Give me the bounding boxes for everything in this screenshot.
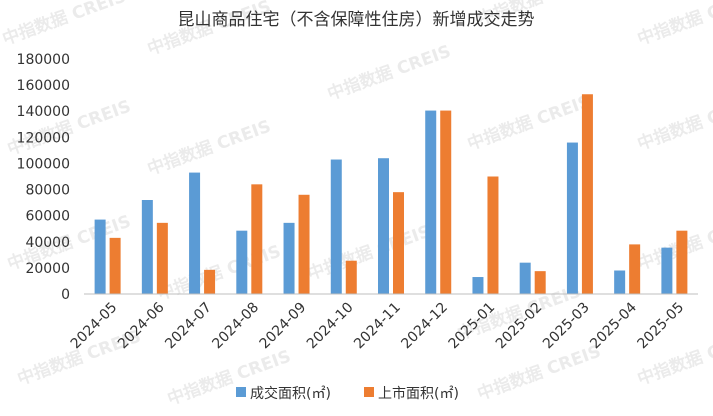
bar-transaction-area <box>141 200 153 294</box>
bar-listed-area <box>487 176 499 294</box>
x-tick-label: 2025-05 <box>635 300 688 353</box>
bar-transaction-area <box>330 159 342 294</box>
bar-listed-area <box>251 184 263 294</box>
y-tick-label: 140000 <box>17 104 70 120</box>
watermark-text: 中指数据 CREIS <box>475 341 604 405</box>
legend: 成交面积(㎡) 上市面积(㎡) <box>236 385 459 402</box>
bar-listed-area <box>109 237 121 294</box>
bar-listed-area <box>156 222 168 294</box>
bar-transaction-area <box>614 270 626 294</box>
bar-listed-area <box>440 110 452 294</box>
bar-transaction-area <box>378 158 389 294</box>
bar-listed-area <box>534 271 546 294</box>
watermark-text: 中指数据 CREIS <box>635 0 713 50</box>
y-tick-label: 180000 <box>17 52 70 68</box>
legend-swatch <box>364 387 374 397</box>
watermark-text: 中指数据 CREIS <box>325 41 454 105</box>
bar-transaction-area <box>283 222 295 294</box>
x-tick-label: 2024-09 <box>257 300 310 353</box>
x-tick-label: 2024-12 <box>398 300 451 353</box>
watermark-text: 中指数据 CREIS <box>305 221 434 285</box>
bar-transaction-area <box>94 219 106 294</box>
legend-label: 上市面积(㎡) <box>378 385 459 402</box>
watermark-text: 中指数据 CREIS <box>635 91 713 155</box>
legend-label: 成交面积(㎡) <box>250 385 331 402</box>
y-tick-label: 0 <box>61 287 70 303</box>
x-tick-label: 2024-07 <box>162 300 215 353</box>
y-tick-label: 100000 <box>17 156 70 172</box>
bar-listed-area <box>581 94 593 294</box>
bar-listed-area <box>345 260 357 294</box>
bar-transaction-area <box>566 142 578 294</box>
x-tick-label: 2025-04 <box>587 299 640 352</box>
y-tick-label: 40000 <box>25 235 70 251</box>
y-tick-label: 80000 <box>25 183 70 199</box>
bars <box>94 94 688 294</box>
watermark-text: 中指数据 CREIS <box>0 0 129 50</box>
bar-listed-area <box>393 192 404 294</box>
x-tick-label: 2024-10 <box>304 300 357 353</box>
y-tick-label: 160000 <box>17 78 70 94</box>
bar-listed-area <box>629 244 641 294</box>
y-tick-label: 20000 <box>25 261 70 277</box>
bar-transaction-area <box>519 262 531 294</box>
bar-listed-area <box>676 230 688 294</box>
bar-transaction-area <box>189 172 201 294</box>
legend-swatch <box>236 387 246 397</box>
y-tick-label: 120000 <box>17 130 70 146</box>
y-tick-label: 60000 <box>25 209 70 225</box>
chart-title: 昆山商品住宅（不含保障性住房）新增成交走势 <box>178 10 535 30</box>
bar-transaction-area <box>472 277 484 294</box>
bar-transaction-area <box>236 230 248 294</box>
watermark-text: 中指数据 CREIS <box>635 211 713 275</box>
y-axis: 0 20000 40000 60000 80000 100000 120000 140000 1… <box>17 52 70 303</box>
watermark-text: 中指数据 CREIS <box>145 116 274 180</box>
x-tick-label: 2024-08 <box>209 300 262 353</box>
x-tick-label: 2024-11 <box>351 300 404 353</box>
bar-transaction-area <box>425 110 437 294</box>
bar-listed-area <box>298 194 310 294</box>
bar-transaction-area <box>661 247 673 294</box>
bar-listed-area <box>204 269 216 294</box>
x-axis: 2024-052024-062024-072024-082024-092024-… <box>68 299 687 352</box>
watermark-text: 中指数据 CREIS <box>155 241 284 305</box>
